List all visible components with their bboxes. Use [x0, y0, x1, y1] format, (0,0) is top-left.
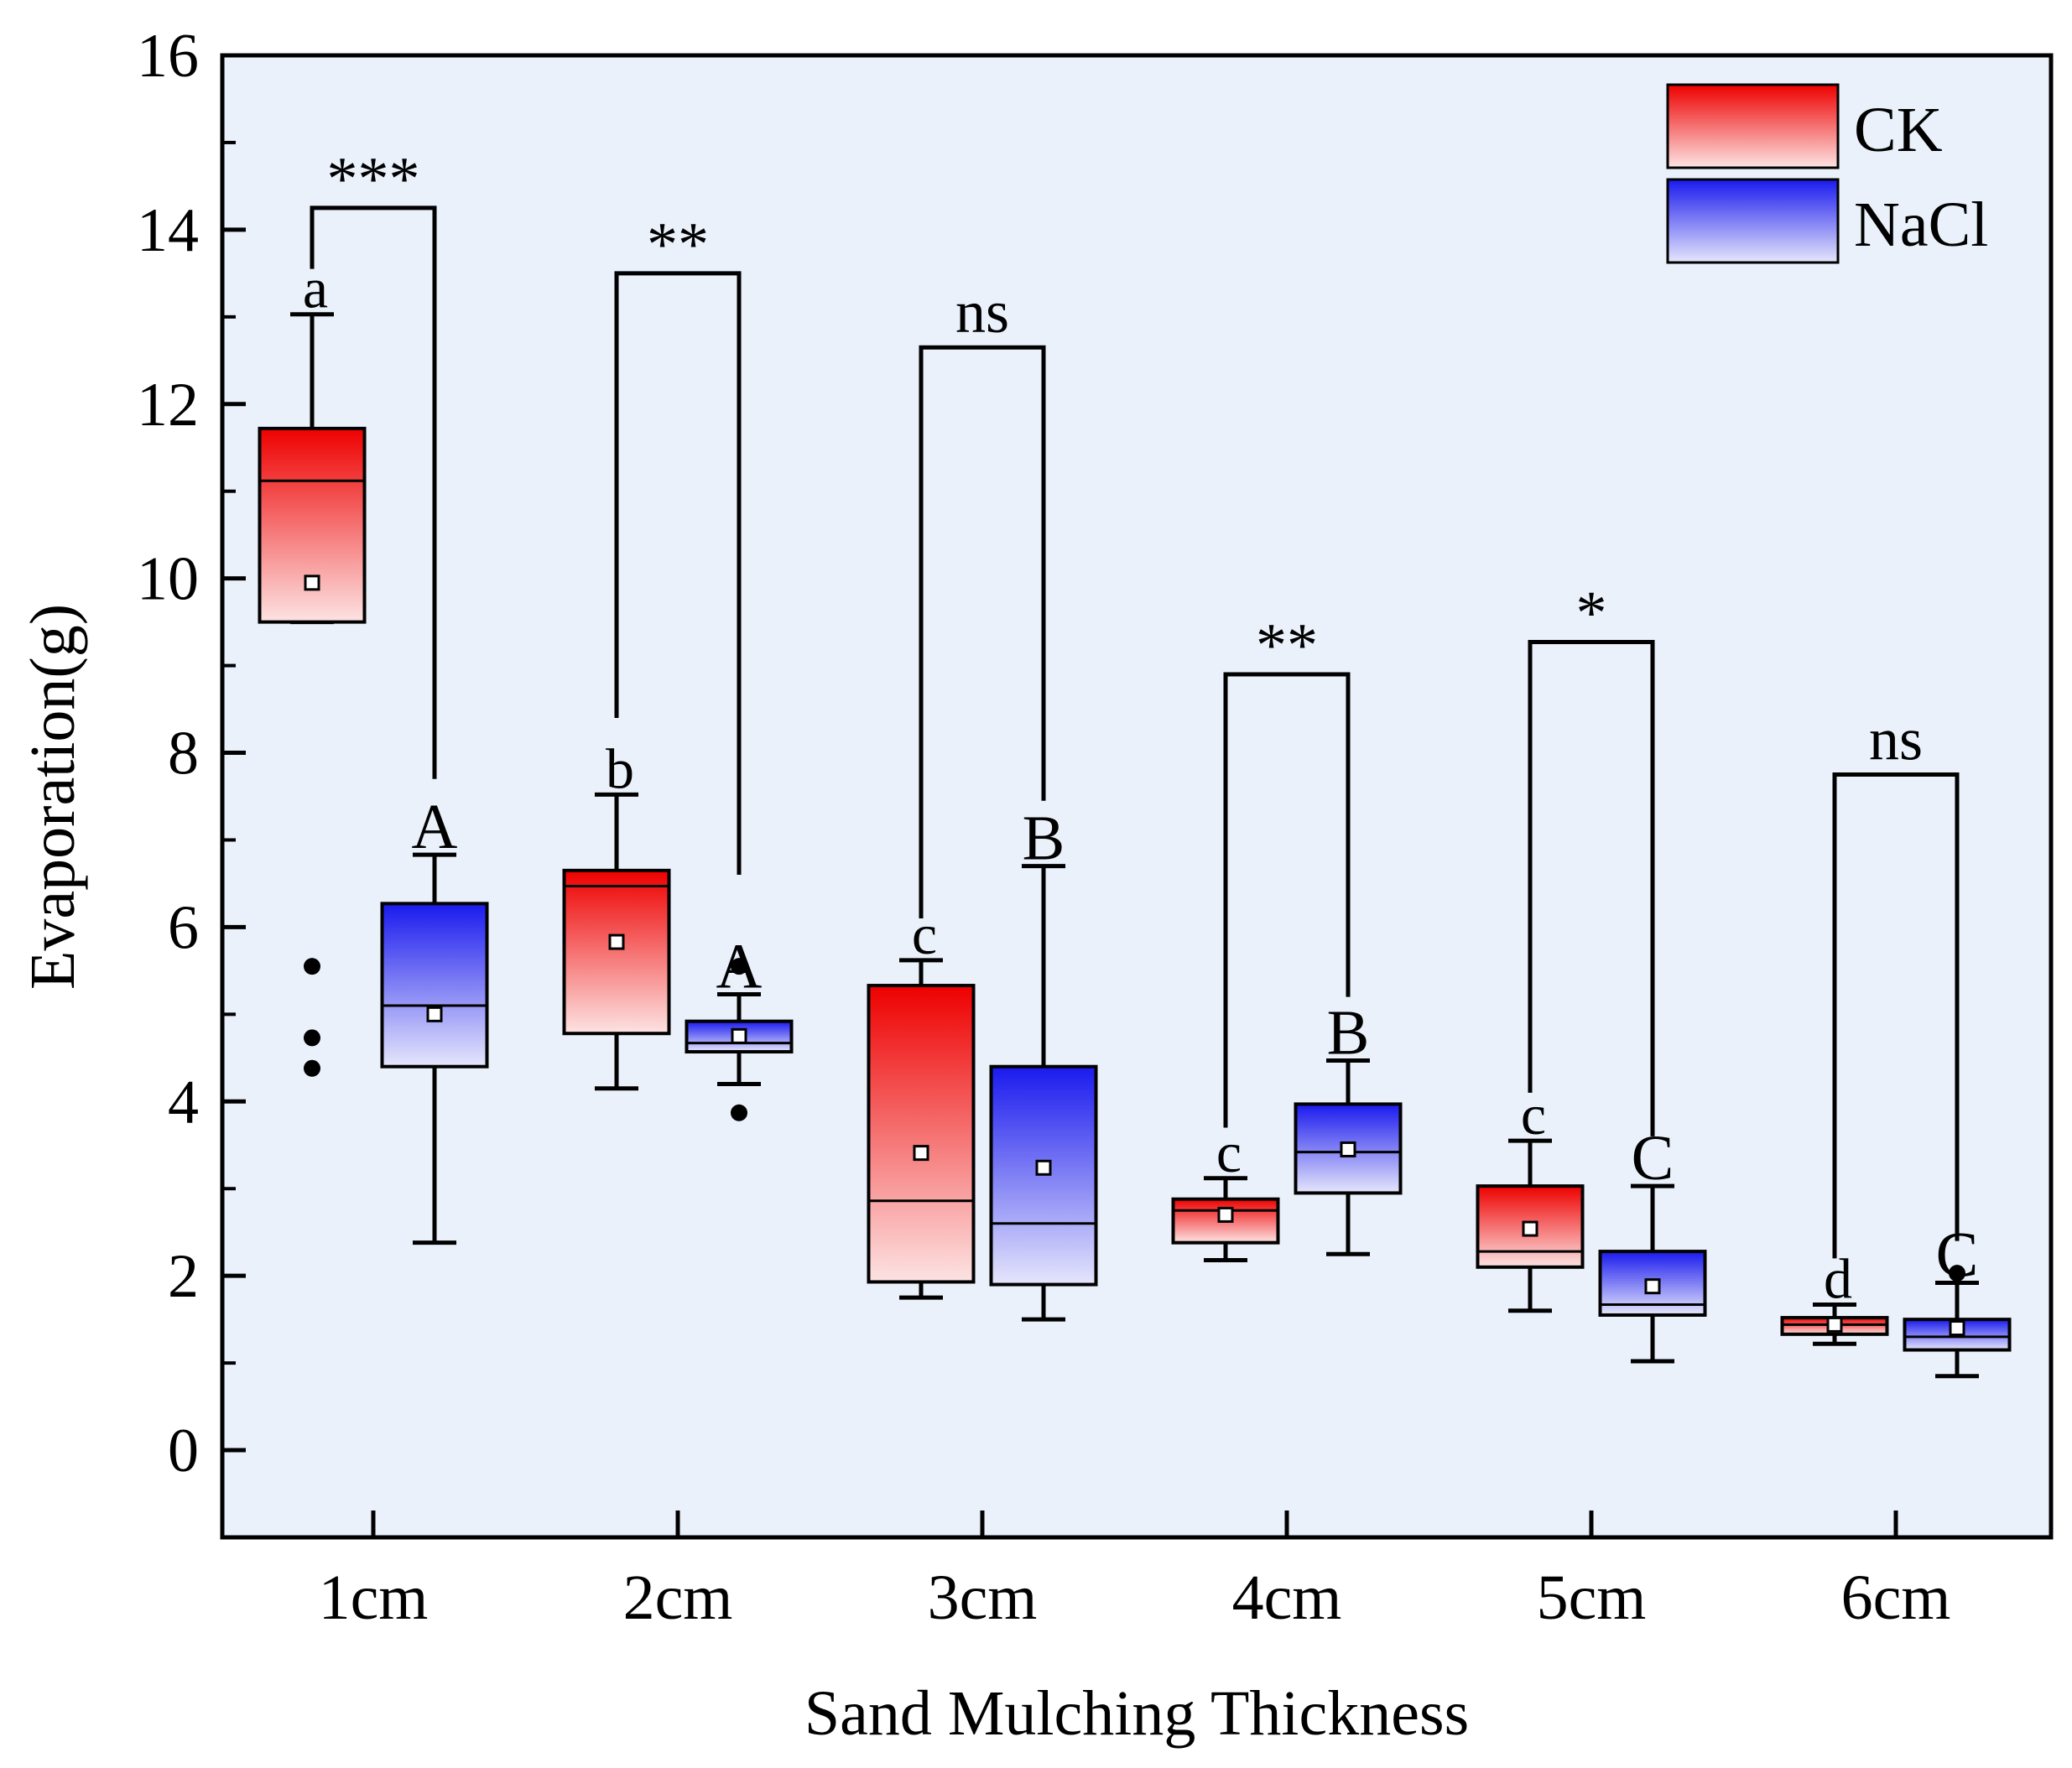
outlier-point [731, 1104, 747, 1121]
x-tick-label-1cm: 1cm [319, 1563, 429, 1633]
mean-marker [1340, 1141, 1356, 1157]
y-axis-label: Evaporation(g) [18, 604, 88, 990]
box-iqr [562, 868, 671, 1036]
outlier-point [304, 958, 320, 975]
legend-swatch-ck [1666, 83, 1840, 169]
y-tick-label: 8 [168, 720, 199, 788]
y-tick-label: 10 [137, 545, 199, 614]
ck-box-2cm: b [562, 736, 671, 1091]
mean-marker [1826, 1316, 1843, 1333]
mean-marker [426, 1006, 443, 1022]
significance-label: ns [955, 278, 1009, 346]
legend-label-nacl: NaCl [1854, 190, 1988, 260]
group-letter: A [412, 792, 458, 862]
significance-label: *** [327, 145, 420, 214]
x-axis-label: Sand Mulching Thickness [804, 1678, 1469, 1749]
x-tick-label-4cm: 4cm [1232, 1563, 1342, 1633]
bracket-line [614, 271, 742, 876]
nacl-box-2cm: A [685, 931, 794, 1121]
ck-box-4cm: c [1171, 1121, 1280, 1262]
bracket-line [1528, 640, 1655, 1136]
mean-marker [913, 1145, 929, 1162]
box-iqr [258, 426, 367, 624]
significance-bracket-5cm: * [1528, 580, 1655, 1136]
group-letter: d [1824, 1246, 1852, 1310]
group-letter: c [1216, 1121, 1242, 1184]
mean-marker [1217, 1206, 1234, 1223]
significance-bracket-3cm: ns [919, 278, 1046, 919]
y-tick-label: 12 [137, 371, 199, 439]
legend-swatch-nacl [1666, 178, 1840, 264]
x-axis: 1cm 2cm 3cm 4cm 5cm 6cm [319, 1511, 1951, 1633]
bracket-line [919, 345, 1046, 919]
plot-frame [220, 53, 2054, 1540]
mean-marker [731, 1027, 747, 1044]
bracket-line [1223, 672, 1351, 1128]
significance-bracket-1cm: *** [310, 145, 437, 779]
plot-area [222, 55, 2051, 1537]
x-tick-label-6cm: 6cm [1841, 1563, 1951, 1633]
ck-box-1cm: a [258, 257, 367, 1077]
mean-marker [1949, 1320, 1965, 1337]
outlier-point [1949, 1265, 1965, 1282]
y-tick-label: 4 [168, 1068, 199, 1136]
nacl-box-4cm: B [1294, 997, 1403, 1256]
mean-marker [1035, 1159, 1052, 1176]
group-letter: c [1521, 1083, 1546, 1147]
mean-marker [1644, 1278, 1661, 1295]
legend-label-ck: CK [1854, 95, 1943, 165]
group-letter: c [912, 902, 937, 966]
y-axis: 0 2 4 6 8 10 12 14 16 [137, 22, 246, 1539]
significance-bracket-2cm: ** [614, 211, 742, 876]
group-letter: B [1327, 997, 1370, 1068]
bracket-line [1832, 772, 1960, 1259]
ck-box-5cm: c [1476, 1083, 1585, 1313]
mean-marker [1522, 1220, 1538, 1237]
significance-label: ** [1256, 611, 1318, 680]
nacl-box-1cm: A [380, 792, 489, 1245]
outlier-point [731, 958, 747, 975]
y-tick-label: 2 [168, 1242, 199, 1311]
significance-bracket-6cm: ns [1832, 706, 1960, 1259]
outlier-point [304, 1029, 320, 1047]
box-iqr [380, 902, 489, 1069]
x-tick-label-5cm: 5cm [1537, 1563, 1647, 1633]
ck-box-6cm: d [1780, 1246, 1889, 1346]
group-letter: A [716, 931, 763, 1001]
y-tick-label: 0 [168, 1417, 199, 1485]
y-tick-label: 6 [168, 893, 199, 962]
mean-marker [608, 933, 625, 950]
x-tick-label-2cm: 2cm [623, 1563, 733, 1633]
significance-label: * [1576, 580, 1607, 648]
significance-label: ** [647, 211, 709, 279]
group-letter: B [1023, 803, 1065, 874]
x-tick-label-3cm: 3cm [928, 1563, 1038, 1633]
mean-marker [304, 575, 320, 591]
significance-label: ns [1869, 706, 1923, 773]
outlier-point [304, 1059, 320, 1077]
significance-bracket-4cm: ** [1223, 611, 1351, 1128]
bracket-line [310, 205, 437, 779]
ck-box-3cm: c [867, 902, 976, 1300]
group-letter: b [606, 736, 634, 800]
box-iqr [867, 984, 976, 1284]
group-letter: a [303, 257, 328, 320]
legend: CK NaCl [1666, 83, 1988, 264]
nacl-box-3cm: B [989, 803, 1098, 1322]
y-tick-label: 14 [137, 196, 199, 265]
y-tick-label: 16 [137, 22, 199, 91]
